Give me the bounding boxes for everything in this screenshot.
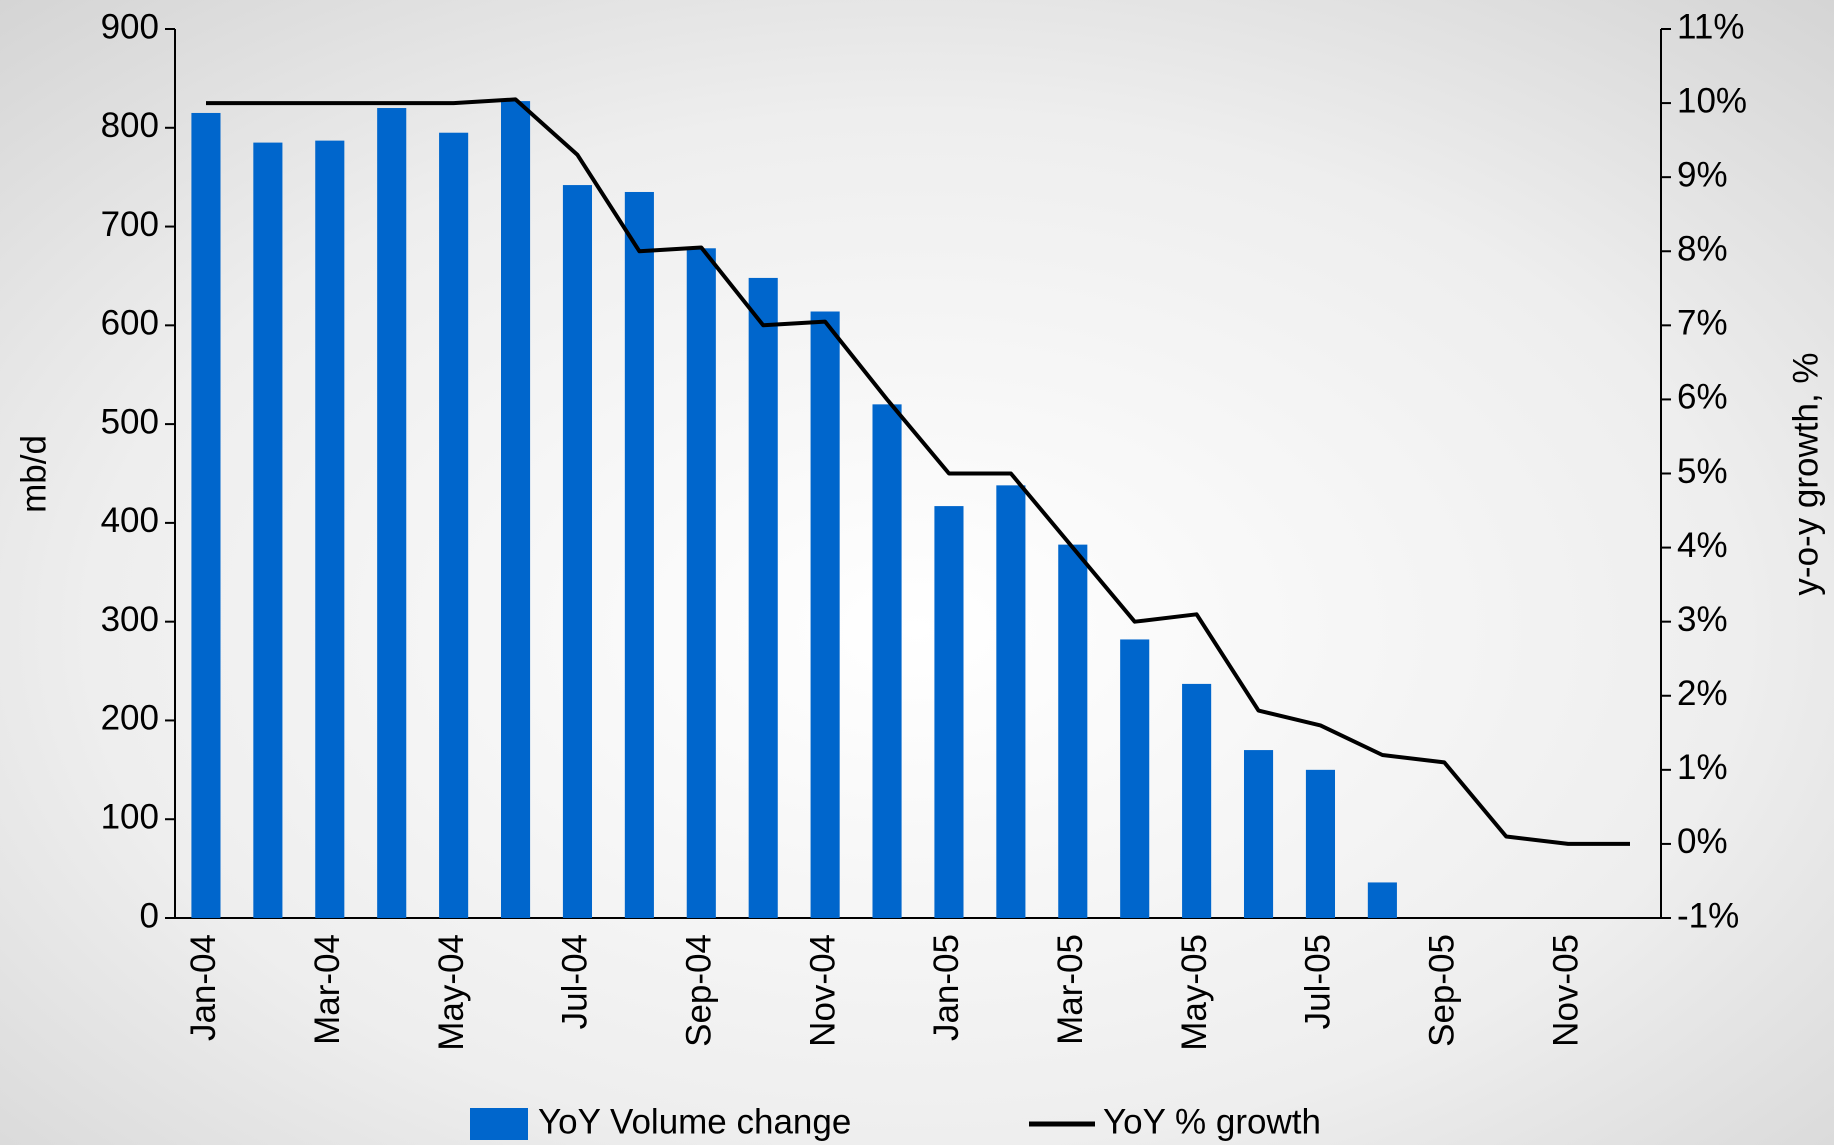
y2-tick-label: 3%: [1677, 600, 1728, 639]
y-tick-label: 800: [101, 106, 159, 145]
y2-tick-label: -1%: [1677, 896, 1739, 935]
y-tick-label: 700: [101, 205, 159, 244]
y-tick-label: 0: [140, 896, 159, 935]
legend-label: YoY % growth: [1103, 1102, 1321, 1141]
y-tick-label: 100: [101, 797, 159, 836]
y-tick-label: 500: [101, 402, 159, 441]
x-tick-label: May-04: [432, 934, 471, 1051]
x-tick-label: Jul-05: [1299, 934, 1338, 1029]
y-axis-label: mb/d: [14, 435, 53, 513]
bar: [439, 132, 469, 918]
x-tick-label: Jan-05: [927, 934, 966, 1041]
y2-tick-label: 10%: [1677, 81, 1747, 120]
y-tick-label: 400: [101, 501, 159, 540]
bar: [934, 506, 964, 918]
y2-tick-label: 2%: [1677, 674, 1728, 713]
y-tick-label: 200: [101, 699, 159, 738]
bar: [996, 485, 1026, 918]
x-tick-label: Jul-04: [556, 934, 595, 1029]
bar: [191, 112, 221, 918]
x-tick-label: Sep-04: [680, 934, 719, 1047]
x-tick-label: Mar-05: [1051, 934, 1090, 1045]
bar: [500, 101, 531, 918]
x-tick-label: Nov-04: [803, 934, 842, 1047]
bar: [1243, 750, 1274, 918]
y2-tick-label: 4%: [1677, 526, 1728, 565]
bar: [1367, 882, 1397, 918]
y2-tick-label: 5%: [1677, 452, 1728, 491]
bar: [1305, 769, 1336, 918]
y2-tick-label: 6%: [1677, 378, 1728, 417]
bar: [1058, 544, 1088, 918]
y-tick-label: 600: [101, 304, 159, 343]
bar: [686, 248, 716, 918]
x-tick-label: Sep-05: [1423, 934, 1462, 1047]
bar: [1182, 683, 1212, 918]
x-tick-label: Jan-04: [184, 934, 223, 1041]
bar: [624, 191, 654, 918]
y2-axis-label: y-o-y growth, %: [1786, 352, 1825, 595]
bar: [562, 185, 593, 918]
y2-tick-label: 1%: [1677, 748, 1728, 787]
legend-swatch: [470, 1108, 528, 1140]
y2-tick-label: 8%: [1677, 230, 1728, 269]
bar: [1120, 639, 1150, 918]
x-tick-label: Nov-05: [1546, 934, 1585, 1047]
legend-label: YoY Volume change: [538, 1102, 851, 1141]
x-tick-label: Mar-04: [308, 934, 347, 1045]
bar: [253, 142, 283, 918]
bar: [748, 277, 778, 918]
y2-tick-label: 0%: [1677, 822, 1728, 861]
y-tick-label: 300: [101, 600, 159, 639]
bar: [810, 311, 840, 918]
x-tick-label: May-05: [1175, 934, 1214, 1051]
line: [206, 97, 1630, 846]
y-tick-label: 900: [101, 7, 159, 46]
y2-tick-label: 7%: [1677, 304, 1728, 343]
bar: [872, 404, 902, 918]
y2-tick-label: 11%: [1677, 7, 1744, 46]
bar: [377, 108, 407, 919]
bar: [315, 140, 345, 918]
y2-tick-label: 9%: [1677, 155, 1728, 194]
